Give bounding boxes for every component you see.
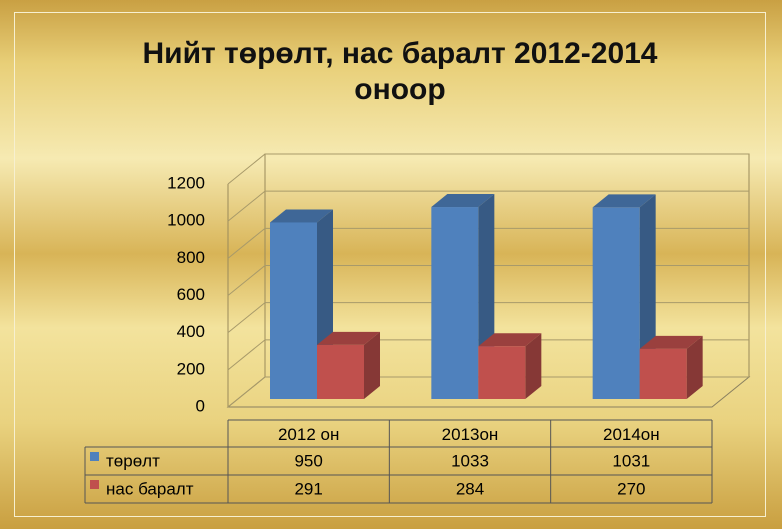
x-tick-label: 2014он	[603, 425, 660, 444]
table-value: 1033	[451, 451, 489, 470]
grid-line	[227, 339, 749, 371]
frame	[14, 12, 766, 517]
grid-line	[227, 153, 749, 185]
bar-top	[431, 194, 495, 208]
y-tick-label: 200	[177, 359, 205, 378]
table-value: 1031	[612, 451, 650, 470]
bar	[431, 207, 479, 399]
grid-line	[227, 190, 749, 222]
bar-side	[686, 335, 703, 399]
bar	[317, 344, 364, 399]
bar-top	[639, 335, 703, 349]
chart-title: Нийт төрөлт, нас баралт 2012-2014 оноор	[142, 37, 658, 106]
grid-line	[227, 376, 749, 408]
bar-top	[270, 209, 333, 223]
y-tick-label: 1000	[167, 211, 205, 230]
legend-label: төрөлт	[106, 451, 160, 470]
x-tick-label: 2012 он	[278, 425, 339, 444]
y-tick-label: 400	[177, 322, 205, 341]
bar-side	[525, 333, 542, 399]
legend-swatch	[90, 480, 99, 489]
y-tick-label: 600	[177, 285, 205, 304]
table-value: 950	[294, 451, 322, 470]
table-value: 284	[456, 479, 484, 498]
bar-side	[364, 331, 380, 399]
legend-swatch	[90, 452, 99, 461]
grid-line	[227, 302, 749, 334]
x-tick-label: 2013он	[442, 425, 499, 444]
grid-line	[227, 265, 749, 296]
bar-top	[317, 331, 380, 345]
bar	[478, 346, 526, 399]
table-value: 291	[294, 479, 322, 498]
y-tick-label: 0	[196, 396, 205, 415]
grid-line	[227, 227, 749, 259]
bar	[639, 348, 687, 399]
y-tick-label: 800	[177, 248, 205, 267]
y-tick-label: 1200	[167, 173, 205, 192]
bar	[270, 222, 317, 399]
bar	[592, 207, 640, 399]
bar-top	[592, 194, 656, 208]
bar-top	[478, 333, 542, 347]
legend-label: нас баралт	[106, 479, 194, 498]
table-value: 270	[617, 479, 645, 498]
